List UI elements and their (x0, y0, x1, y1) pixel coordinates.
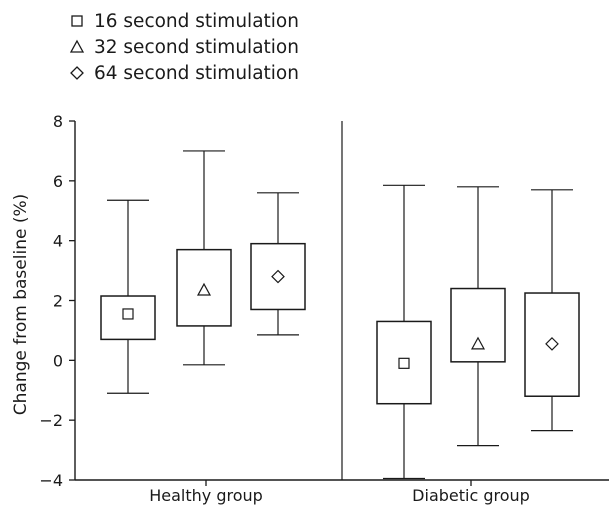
x-category-label: Diabetic group (412, 486, 530, 505)
y-tick-label: 2 (53, 292, 63, 311)
y-tick-label: 6 (53, 172, 63, 191)
diamond-marker-icon (66, 63, 88, 83)
legend-label-32s: 32 second stimulation (94, 36, 299, 58)
legend-item-64s: 64 second stimulation (66, 60, 299, 86)
y-tick-label: 0 (53, 351, 63, 370)
median-triangle-marker (470, 336, 486, 350)
median-square-marker (122, 308, 134, 320)
y-tick-label: −2 (39, 411, 63, 430)
y-tick-label: 8 (53, 112, 63, 131)
y-axis-title: Change from baseline (%) (11, 194, 31, 415)
median-diamond-marker (545, 337, 559, 351)
iqr-box (450, 287, 506, 363)
legend: 16 second stimulation 32 second stimulat… (66, 8, 299, 86)
legend-item-32s: 32 second stimulation (66, 34, 299, 60)
y-tick-label: −4 (39, 471, 63, 490)
median-triangle-marker (196, 282, 212, 296)
legend-label-64s: 64 second stimulation (94, 62, 299, 84)
x-category-label: Healthy group (149, 486, 263, 505)
median-square-marker (398, 357, 410, 369)
median-diamond-marker (271, 269, 285, 284)
square-marker-icon (66, 11, 88, 31)
legend-label-16s: 16 second stimulation (94, 10, 299, 32)
y-tick-label: 4 (53, 232, 63, 251)
legend-item-16s: 16 second stimulation (66, 8, 299, 34)
triangle-marker-icon (66, 37, 88, 57)
